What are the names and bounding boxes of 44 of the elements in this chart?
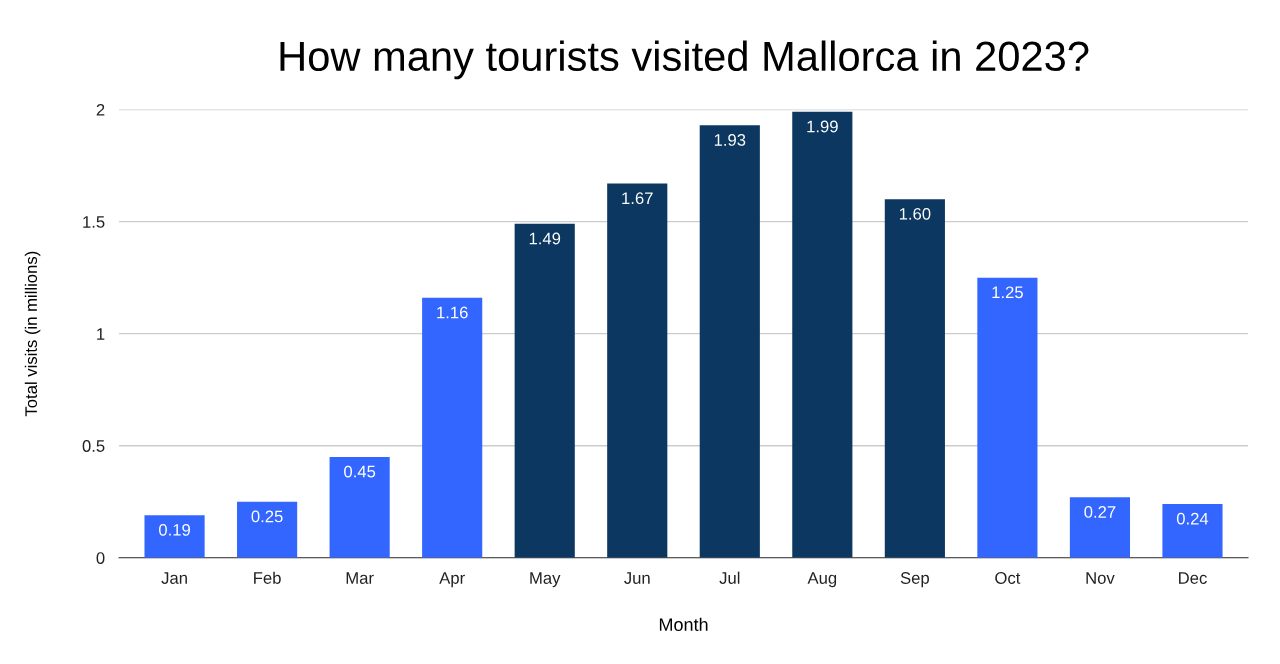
data-label: 0.19 [159,523,190,536]
data-label: 0.25 [251,510,283,523]
bar [1162,503,1223,558]
bar [699,125,760,558]
bar [144,515,205,558]
x-axis-title: Month [659,617,708,631]
data-label: 1.99 [807,120,838,133]
bar [884,199,945,558]
x-tick-label: Sep [900,572,929,588]
x-tick-label: Dec [1179,572,1207,584]
y-tick-label: 1 [97,328,105,340]
bar [977,277,1038,558]
x-tick-label: Jan [161,572,187,584]
bar [514,223,575,558]
bar [1069,497,1131,558]
data-label: 0.45 [344,465,376,478]
x-tick-label: May [530,572,561,588]
y-tick-label: 0.5 [82,440,105,452]
data-label: 1.93 [714,134,746,146]
x-tick-label: Apr [439,572,465,588]
y-axis-title: Total visits (in millions) [24,251,41,417]
x-tick-label: Jul [719,571,740,584]
y-tick-label: 1.5 [83,216,105,228]
x-tick-label: Feb [254,571,281,584]
bar [792,111,853,558]
bar [329,456,390,558]
bar [422,297,483,558]
data-label: 1.60 [899,207,931,220]
x-tick-label: Aug [807,572,837,588]
x-tick-label: Mar [346,572,374,584]
x-tick-label: Jun [624,572,650,584]
bar [607,183,668,558]
data-label: 1.49 [529,232,561,245]
data-label: 0.24 [1176,512,1209,525]
chart-title: How many tourists visited Mallorca in 2023? [280,40,1089,80]
bar [237,501,298,558]
y-tick-label: 2 [96,103,105,116]
data-label: 1.25 [992,286,1023,299]
data-label: 0.27 [1084,506,1116,518]
y-tick-label: 0 [96,552,105,564]
data-label: 1.67 [622,192,653,205]
x-tick-label: Oct [995,572,1021,584]
data-label: 1.16 [437,306,468,319]
x-tick-label: Nov [1086,572,1115,584]
